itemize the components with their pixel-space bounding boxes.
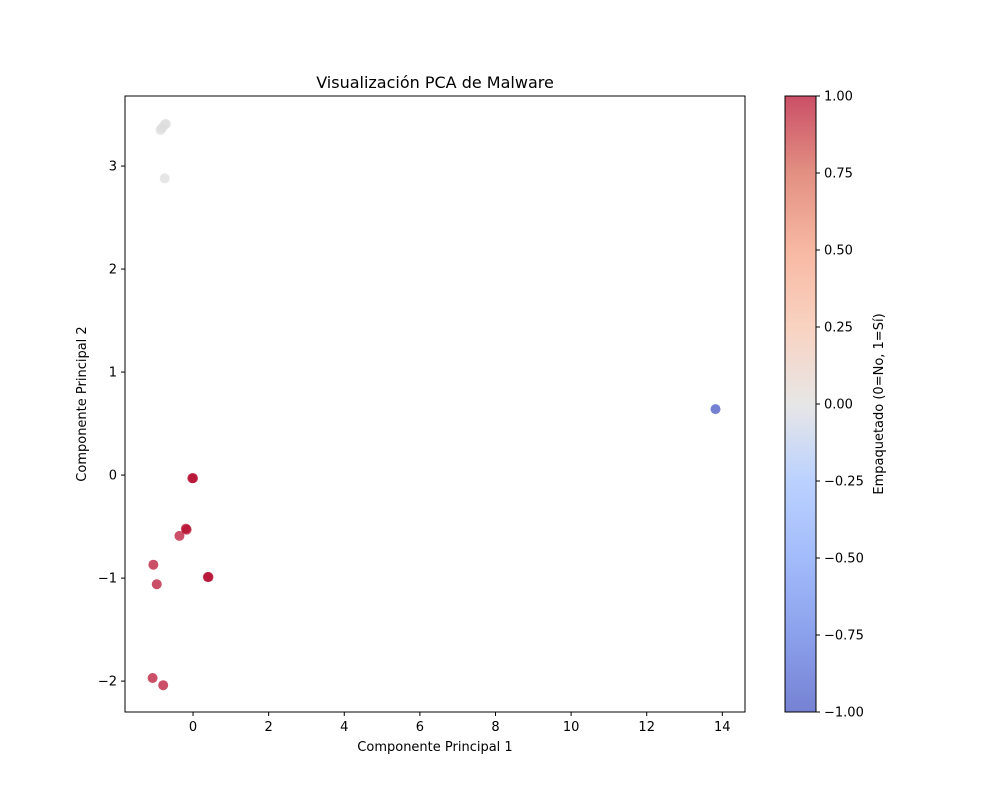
x-axis-label: Componente Principal 1 bbox=[357, 740, 512, 755]
x-axis: 0 2 4 6 8 10 12 14 bbox=[189, 712, 731, 735]
colorbar-tick-label: 0.00 bbox=[824, 398, 853, 413]
chart-title: Visualización PCA de Malware bbox=[316, 73, 554, 92]
colorbar-tick-label: 0.75 bbox=[824, 167, 853, 182]
colorbar-tick-label: 0.50 bbox=[824, 244, 853, 259]
data-point bbox=[159, 173, 170, 184]
data-point bbox=[155, 124, 166, 135]
scatter-points bbox=[147, 118, 721, 691]
colorbar-tick-label: 0.25 bbox=[824, 321, 853, 336]
y-axis: −2 −1 0 1 2 3 bbox=[98, 160, 125, 690]
y-tick-label: 3 bbox=[109, 160, 117, 175]
colorbar-tick-label: −1.00 bbox=[824, 706, 864, 721]
colorbar bbox=[785, 96, 816, 712]
y-axis-label: Componente Principal 2 bbox=[75, 326, 90, 481]
data-point bbox=[148, 559, 159, 570]
y-tick-label: 0 bbox=[109, 469, 117, 484]
data-point bbox=[187, 473, 198, 484]
x-tick-label: 8 bbox=[491, 720, 499, 735]
data-point bbox=[158, 680, 169, 691]
data-point bbox=[202, 572, 213, 583]
y-tick-label: 1 bbox=[109, 366, 117, 381]
colorbar-tick-label: −0.50 bbox=[824, 552, 864, 567]
colorbar-tick-label: 1.00 bbox=[824, 90, 853, 105]
data-point bbox=[174, 530, 185, 541]
x-tick-label: 12 bbox=[638, 720, 655, 735]
x-tick-label: 2 bbox=[265, 720, 273, 735]
colorbar-tick-label: −0.75 bbox=[824, 629, 864, 644]
colorbar-label: Empaquetado (0=No, 1=Sí) bbox=[872, 313, 887, 494]
y-tick-label: −1 bbox=[98, 572, 117, 587]
colorbar-tick-label: −0.25 bbox=[824, 475, 864, 490]
colorbar-ticks: 1.00 0.75 0.50 0.25 0.00 −0.25 −0.50 −0.75 −1.00 bbox=[816, 90, 864, 721]
y-tick-label: 2 bbox=[109, 263, 117, 278]
y-tick-label: −2 bbox=[98, 675, 117, 690]
data-point bbox=[180, 523, 191, 534]
plot-frame bbox=[124, 95, 746, 713]
x-tick-label: 6 bbox=[416, 720, 424, 735]
data-point bbox=[710, 404, 721, 415]
x-tick-label: 0 bbox=[189, 720, 197, 735]
x-tick-label: 4 bbox=[340, 720, 348, 735]
x-tick-label: 14 bbox=[714, 720, 731, 735]
x-tick-label: 10 bbox=[563, 720, 580, 735]
data-point bbox=[147, 673, 158, 684]
data-point bbox=[151, 579, 162, 590]
